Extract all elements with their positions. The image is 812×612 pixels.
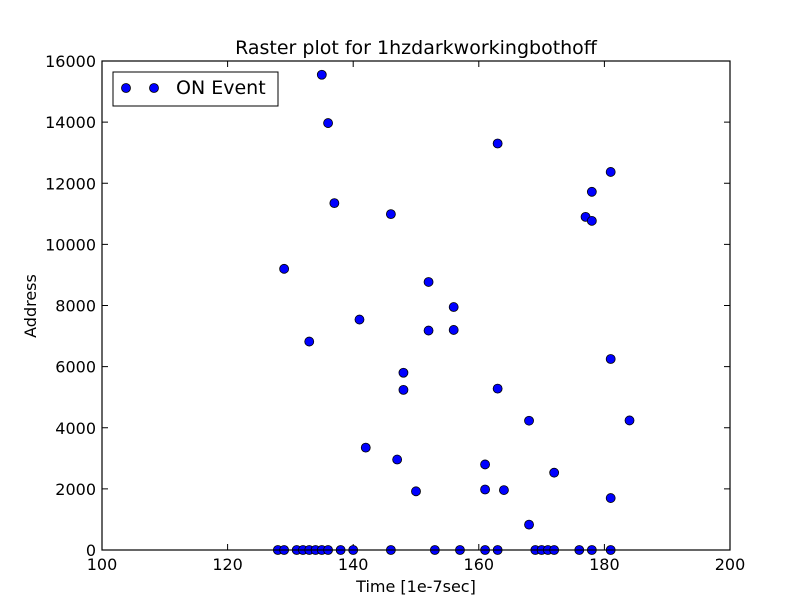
data-point	[411, 486, 421, 497]
x-tick-label: 140	[338, 555, 369, 574]
data-point	[624, 415, 635, 426]
data-point	[586, 186, 597, 197]
legend-marker-left	[121, 83, 131, 93]
y-tick-label: 14000	[45, 113, 96, 132]
x-tick-label: 120	[212, 555, 243, 574]
data-point	[385, 209, 396, 220]
data-point	[605, 493, 616, 503]
data-point	[605, 167, 616, 177]
y-tick-label: 2000	[55, 480, 96, 499]
data-point	[524, 415, 534, 426]
data-point	[279, 263, 290, 274]
data-point	[423, 277, 434, 287]
data-point	[398, 384, 409, 395]
y-axis-label: Address	[21, 274, 40, 338]
data-point	[586, 215, 597, 226]
axis-ticks-layer: 100 120 140 160 180 2000200040006000800010000…	[45, 52, 745, 574]
data-point	[480, 459, 490, 470]
data-point	[480, 484, 490, 495]
legend-box	[112, 71, 279, 107]
y-tick-label: 0	[86, 541, 96, 560]
legend: ON Event	[112, 71, 279, 107]
data-point	[360, 442, 371, 453]
data-point	[423, 325, 434, 336]
data-point	[492, 138, 503, 149]
y-tick-label: 4000	[55, 419, 96, 438]
data-point	[392, 454, 403, 465]
data-point	[304, 336, 315, 347]
data-point	[524, 519, 534, 530]
x-tick-label: 160	[464, 555, 495, 574]
data-point	[549, 467, 560, 478]
data-point	[448, 302, 459, 312]
y-tick-label: 6000	[55, 358, 96, 377]
data-point	[492, 383, 503, 394]
x-axis-label: Time [1e-7sec]	[355, 577, 476, 596]
legend-label-on-event: ON Event	[176, 77, 266, 99]
y-tick-label: 16000	[45, 52, 96, 71]
legend-marker-right	[149, 83, 159, 93]
y-tick-label: 10000	[45, 235, 96, 254]
data-point	[323, 118, 333, 128]
data-point	[448, 325, 459, 335]
y-tick-label: 12000	[45, 174, 96, 193]
y-tick-label: 8000	[55, 297, 96, 316]
x-tick-label: 180	[589, 555, 620, 574]
data-point	[329, 198, 340, 209]
x-tick-label: 200	[715, 555, 746, 574]
x-tick-label: 100	[87, 555, 118, 574]
data-point	[398, 367, 409, 378]
data-point	[605, 354, 616, 364]
data-point	[499, 485, 509, 495]
chart-title: Raster plot for 1hzdarkworkingbothoff	[235, 37, 598, 59]
plot-area-frame	[101, 60, 731, 551]
data-point	[316, 69, 327, 80]
data-point	[354, 314, 365, 325]
